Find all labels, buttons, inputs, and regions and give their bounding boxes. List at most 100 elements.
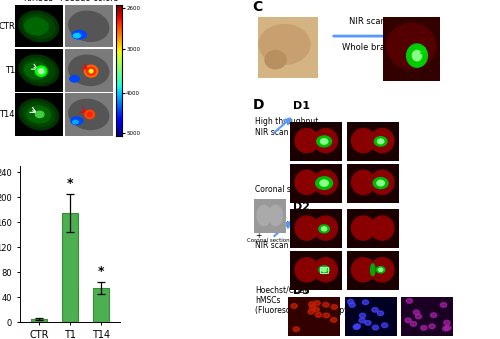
Ellipse shape	[370, 128, 394, 153]
Ellipse shape	[22, 14, 55, 38]
Circle shape	[293, 327, 300, 332]
Circle shape	[310, 305, 316, 310]
Text: High throughput
NIR scan: High throughput NIR scan	[255, 118, 318, 137]
Bar	[320, 267, 328, 273]
Circle shape	[317, 136, 332, 147]
Circle shape	[308, 302, 315, 306]
Ellipse shape	[295, 258, 318, 282]
Ellipse shape	[370, 170, 394, 194]
Ellipse shape	[352, 258, 375, 282]
Circle shape	[36, 66, 47, 76]
Circle shape	[416, 314, 422, 319]
Ellipse shape	[269, 205, 282, 226]
Circle shape	[316, 177, 332, 189]
Circle shape	[429, 324, 435, 329]
Text: Whole brain: Whole brain	[342, 43, 393, 52]
Circle shape	[406, 44, 428, 67]
Circle shape	[405, 318, 411, 323]
Circle shape	[377, 180, 384, 186]
Circle shape	[444, 325, 451, 330]
Circle shape	[372, 307, 378, 312]
Circle shape	[330, 318, 337, 322]
Circle shape	[410, 321, 416, 326]
Circle shape	[430, 313, 437, 318]
Circle shape	[314, 301, 320, 305]
Ellipse shape	[70, 76, 79, 82]
Ellipse shape	[295, 216, 318, 240]
Ellipse shape	[19, 99, 59, 129]
Text: NIR scan: NIR scan	[349, 17, 386, 26]
Circle shape	[348, 299, 354, 304]
Circle shape	[88, 112, 92, 117]
Circle shape	[360, 313, 366, 318]
Ellipse shape	[71, 117, 83, 124]
Circle shape	[323, 302, 329, 307]
Text: T1: T1	[5, 66, 15, 75]
Ellipse shape	[314, 170, 338, 194]
Circle shape	[372, 325, 378, 330]
Ellipse shape	[36, 111, 44, 118]
Circle shape	[362, 300, 368, 305]
Text: *: *	[98, 265, 104, 278]
Ellipse shape	[314, 216, 338, 240]
Bar	[94, 288, 109, 322]
Ellipse shape	[22, 102, 55, 126]
Circle shape	[412, 51, 422, 61]
Text: T14: T14	[0, 110, 15, 119]
Circle shape	[414, 310, 420, 315]
Circle shape	[313, 307, 320, 312]
Text: *: *	[67, 177, 73, 191]
Circle shape	[38, 68, 44, 74]
Circle shape	[291, 304, 297, 308]
Circle shape	[319, 225, 330, 233]
Ellipse shape	[370, 264, 375, 276]
Text: Hoechst/CD90
hMSCs
(Fluorescent microscopy): Hoechst/CD90 hMSCs (Fluorescent microsco…	[255, 285, 352, 315]
Ellipse shape	[19, 11, 59, 41]
Text: Pseudo colors: Pseudo colors	[60, 0, 118, 3]
Ellipse shape	[19, 55, 59, 85]
Circle shape	[440, 303, 446, 307]
Circle shape	[382, 323, 388, 327]
Ellipse shape	[314, 128, 338, 153]
Ellipse shape	[352, 216, 375, 240]
Circle shape	[322, 227, 326, 231]
Circle shape	[378, 268, 382, 271]
Text: D1: D1	[293, 101, 310, 111]
Ellipse shape	[295, 170, 318, 194]
Circle shape	[316, 313, 322, 317]
Circle shape	[85, 110, 94, 119]
Circle shape	[331, 305, 338, 309]
Circle shape	[354, 324, 360, 328]
Text: D2: D2	[293, 202, 310, 212]
Ellipse shape	[265, 51, 286, 69]
Text: NIR815: NIR815	[24, 0, 54, 3]
Circle shape	[378, 311, 384, 316]
Ellipse shape	[259, 25, 310, 64]
Ellipse shape	[74, 34, 80, 38]
Circle shape	[364, 320, 371, 325]
Ellipse shape	[370, 216, 394, 240]
Circle shape	[442, 326, 449, 331]
Ellipse shape	[352, 170, 375, 194]
Circle shape	[420, 325, 427, 330]
Circle shape	[374, 137, 387, 146]
Bar	[31, 319, 46, 322]
Circle shape	[378, 139, 384, 144]
Text: Coronal sections: Coronal sections	[247, 238, 292, 243]
Text: D: D	[252, 98, 264, 112]
Circle shape	[376, 267, 385, 273]
Text: Immunohist
+
NIR scan: Immunohist + NIR scan	[255, 221, 300, 251]
Ellipse shape	[22, 58, 55, 82]
Ellipse shape	[69, 11, 108, 41]
Circle shape	[324, 313, 330, 318]
Ellipse shape	[314, 258, 338, 282]
Circle shape	[406, 299, 412, 303]
Text: D3: D3	[293, 286, 310, 296]
Circle shape	[84, 65, 98, 77]
Circle shape	[322, 268, 326, 272]
Ellipse shape	[370, 258, 394, 282]
Circle shape	[444, 320, 450, 325]
Ellipse shape	[69, 55, 108, 85]
Text: Coronal sections: Coronal sections	[255, 185, 318, 194]
Ellipse shape	[295, 128, 318, 153]
